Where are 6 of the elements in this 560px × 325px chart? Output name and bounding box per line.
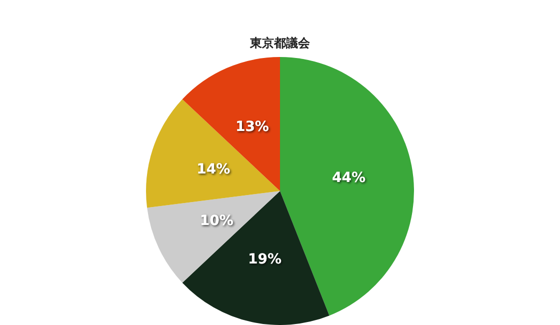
data-label: 13% (235, 118, 269, 135)
data-label: 14% (196, 161, 230, 178)
chart-title: 東京都議会 (249, 36, 311, 50)
data-label: 10% (200, 212, 234, 229)
data-label: 19% (248, 251, 282, 268)
data-label: 44% (332, 170, 366, 186)
